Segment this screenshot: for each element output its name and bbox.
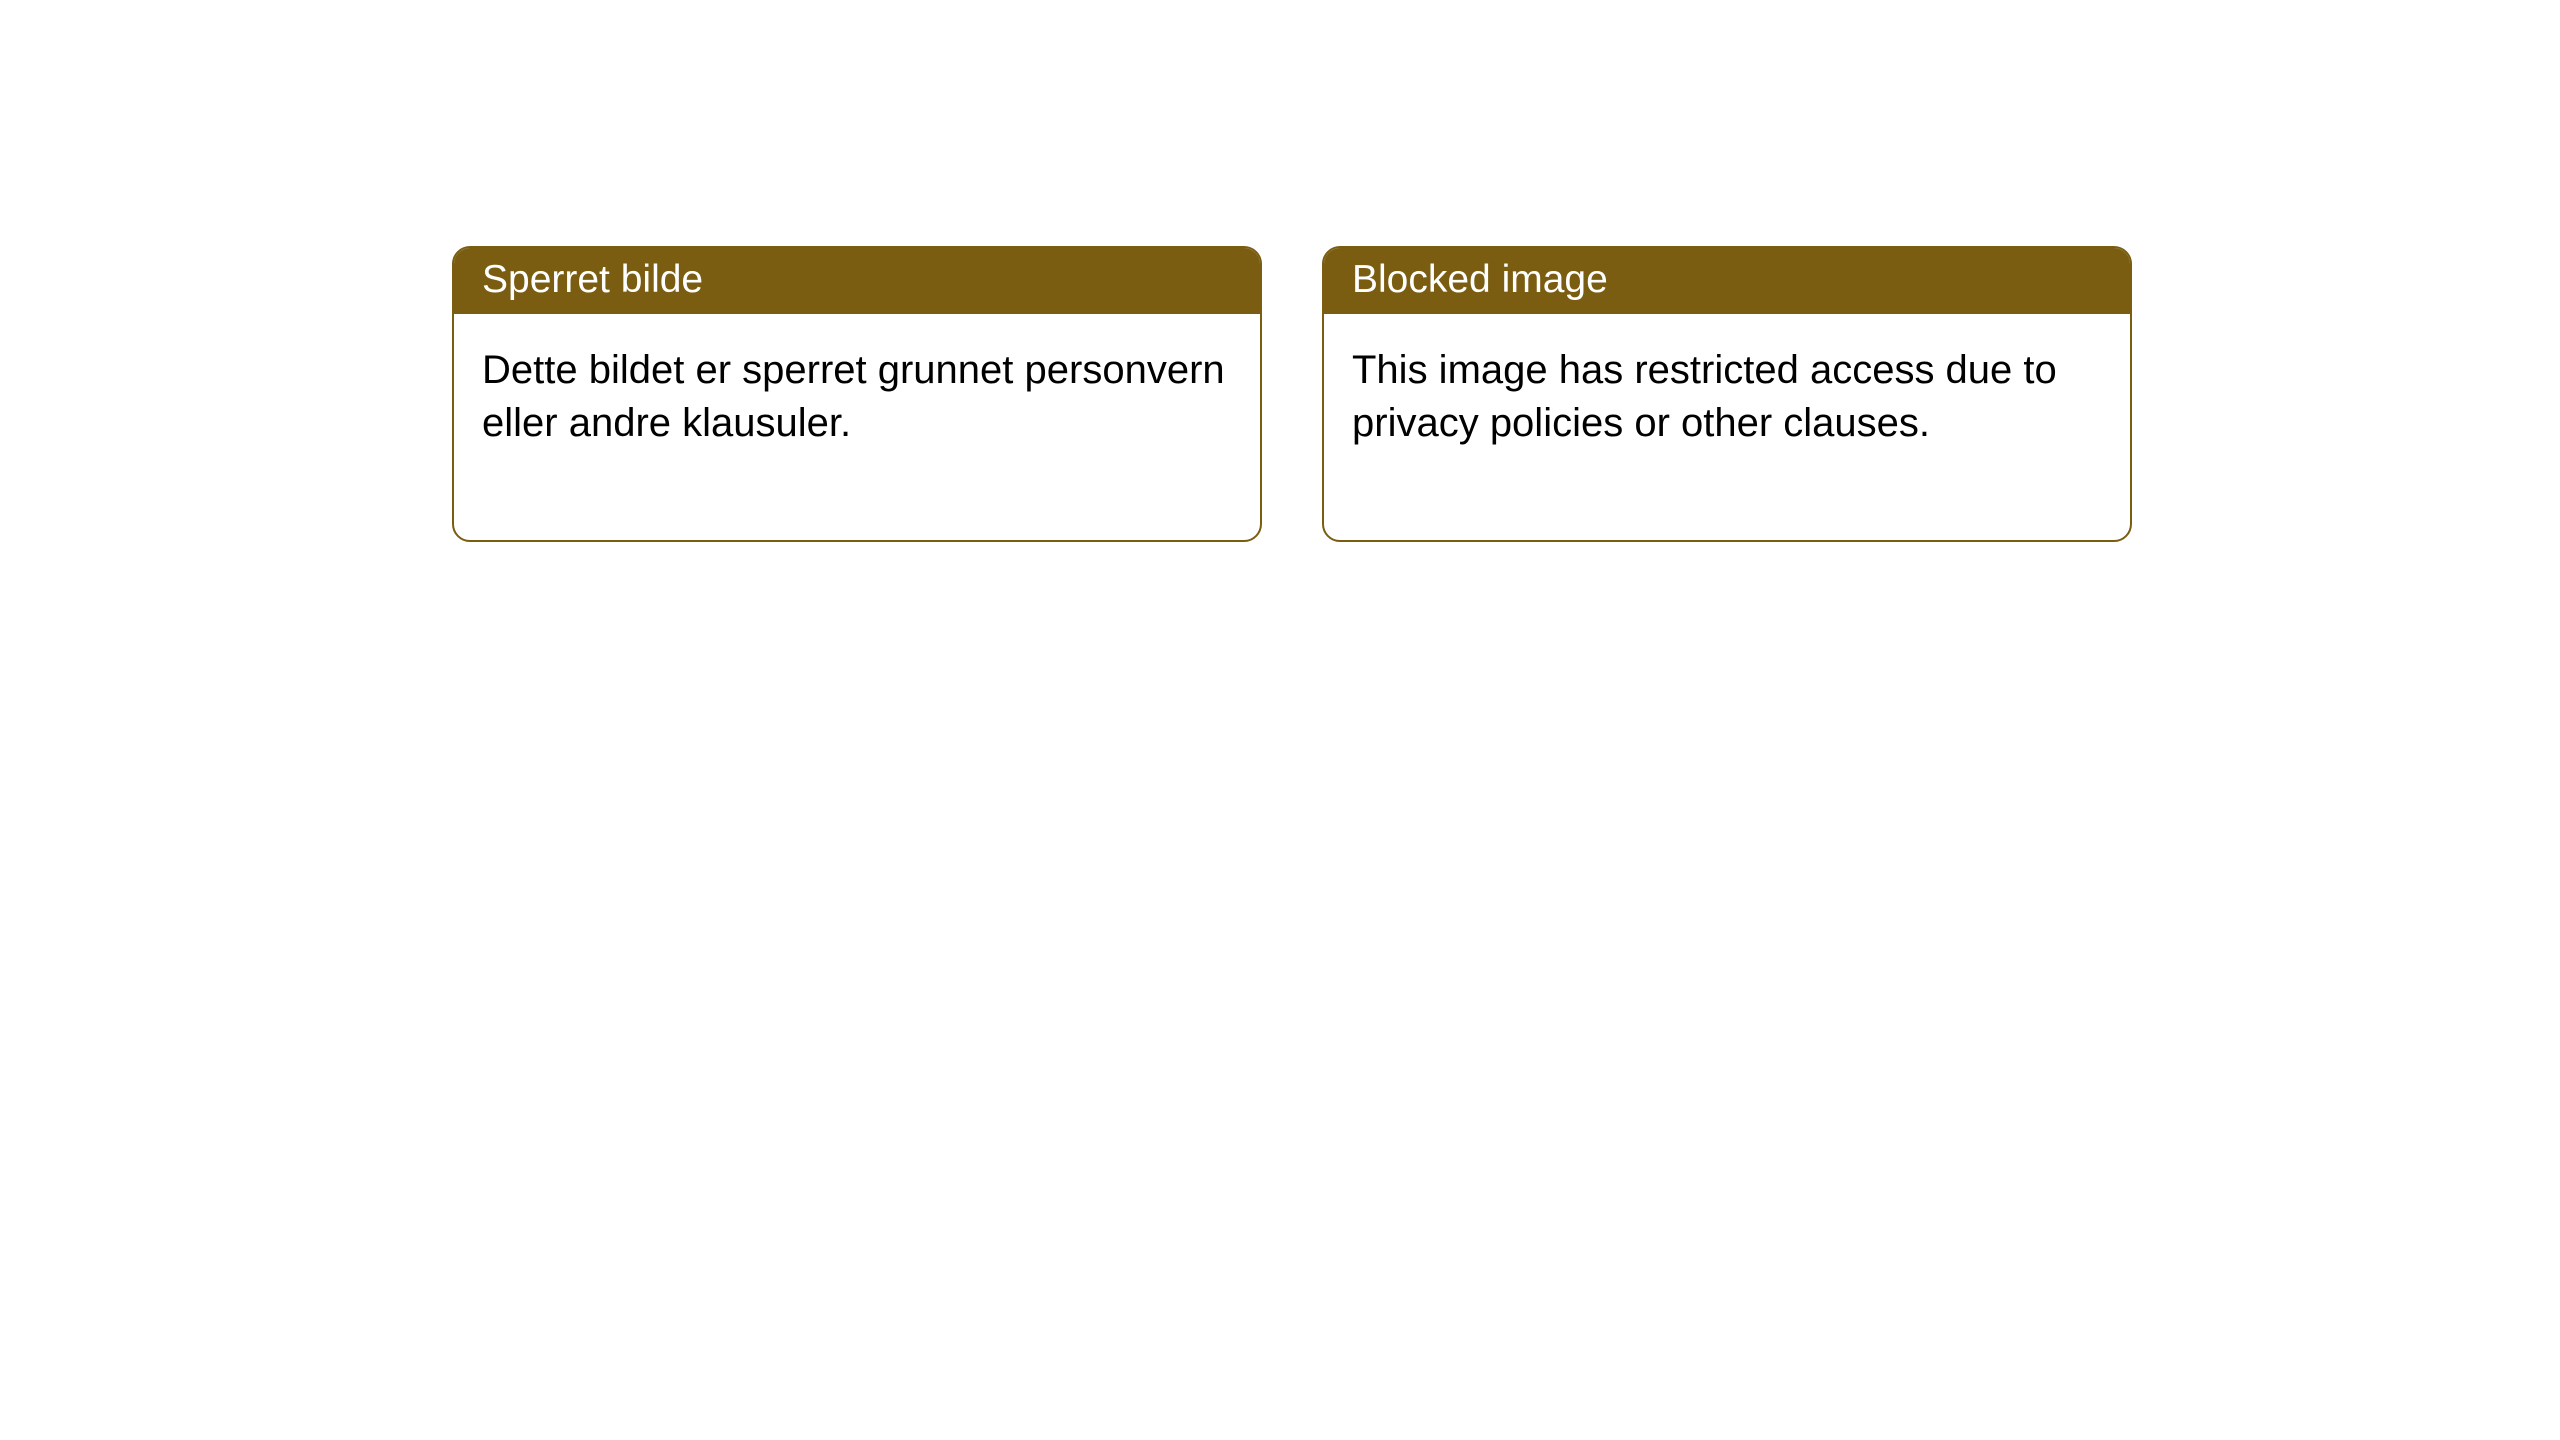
blocked-image-card-english: Blocked image This image has restricted … — [1322, 246, 2132, 542]
card-title-norwegian: Sperret bilde — [454, 248, 1260, 314]
card-body-english: This image has restricted access due to … — [1324, 314, 2130, 540]
blocked-image-card-norwegian: Sperret bilde Dette bildet er sperret gr… — [452, 246, 1262, 542]
card-title-english: Blocked image — [1324, 248, 2130, 314]
card-body-norwegian: Dette bildet er sperret grunnet personve… — [454, 314, 1260, 540]
notice-container: Sperret bilde Dette bildet er sperret gr… — [0, 0, 2560, 542]
